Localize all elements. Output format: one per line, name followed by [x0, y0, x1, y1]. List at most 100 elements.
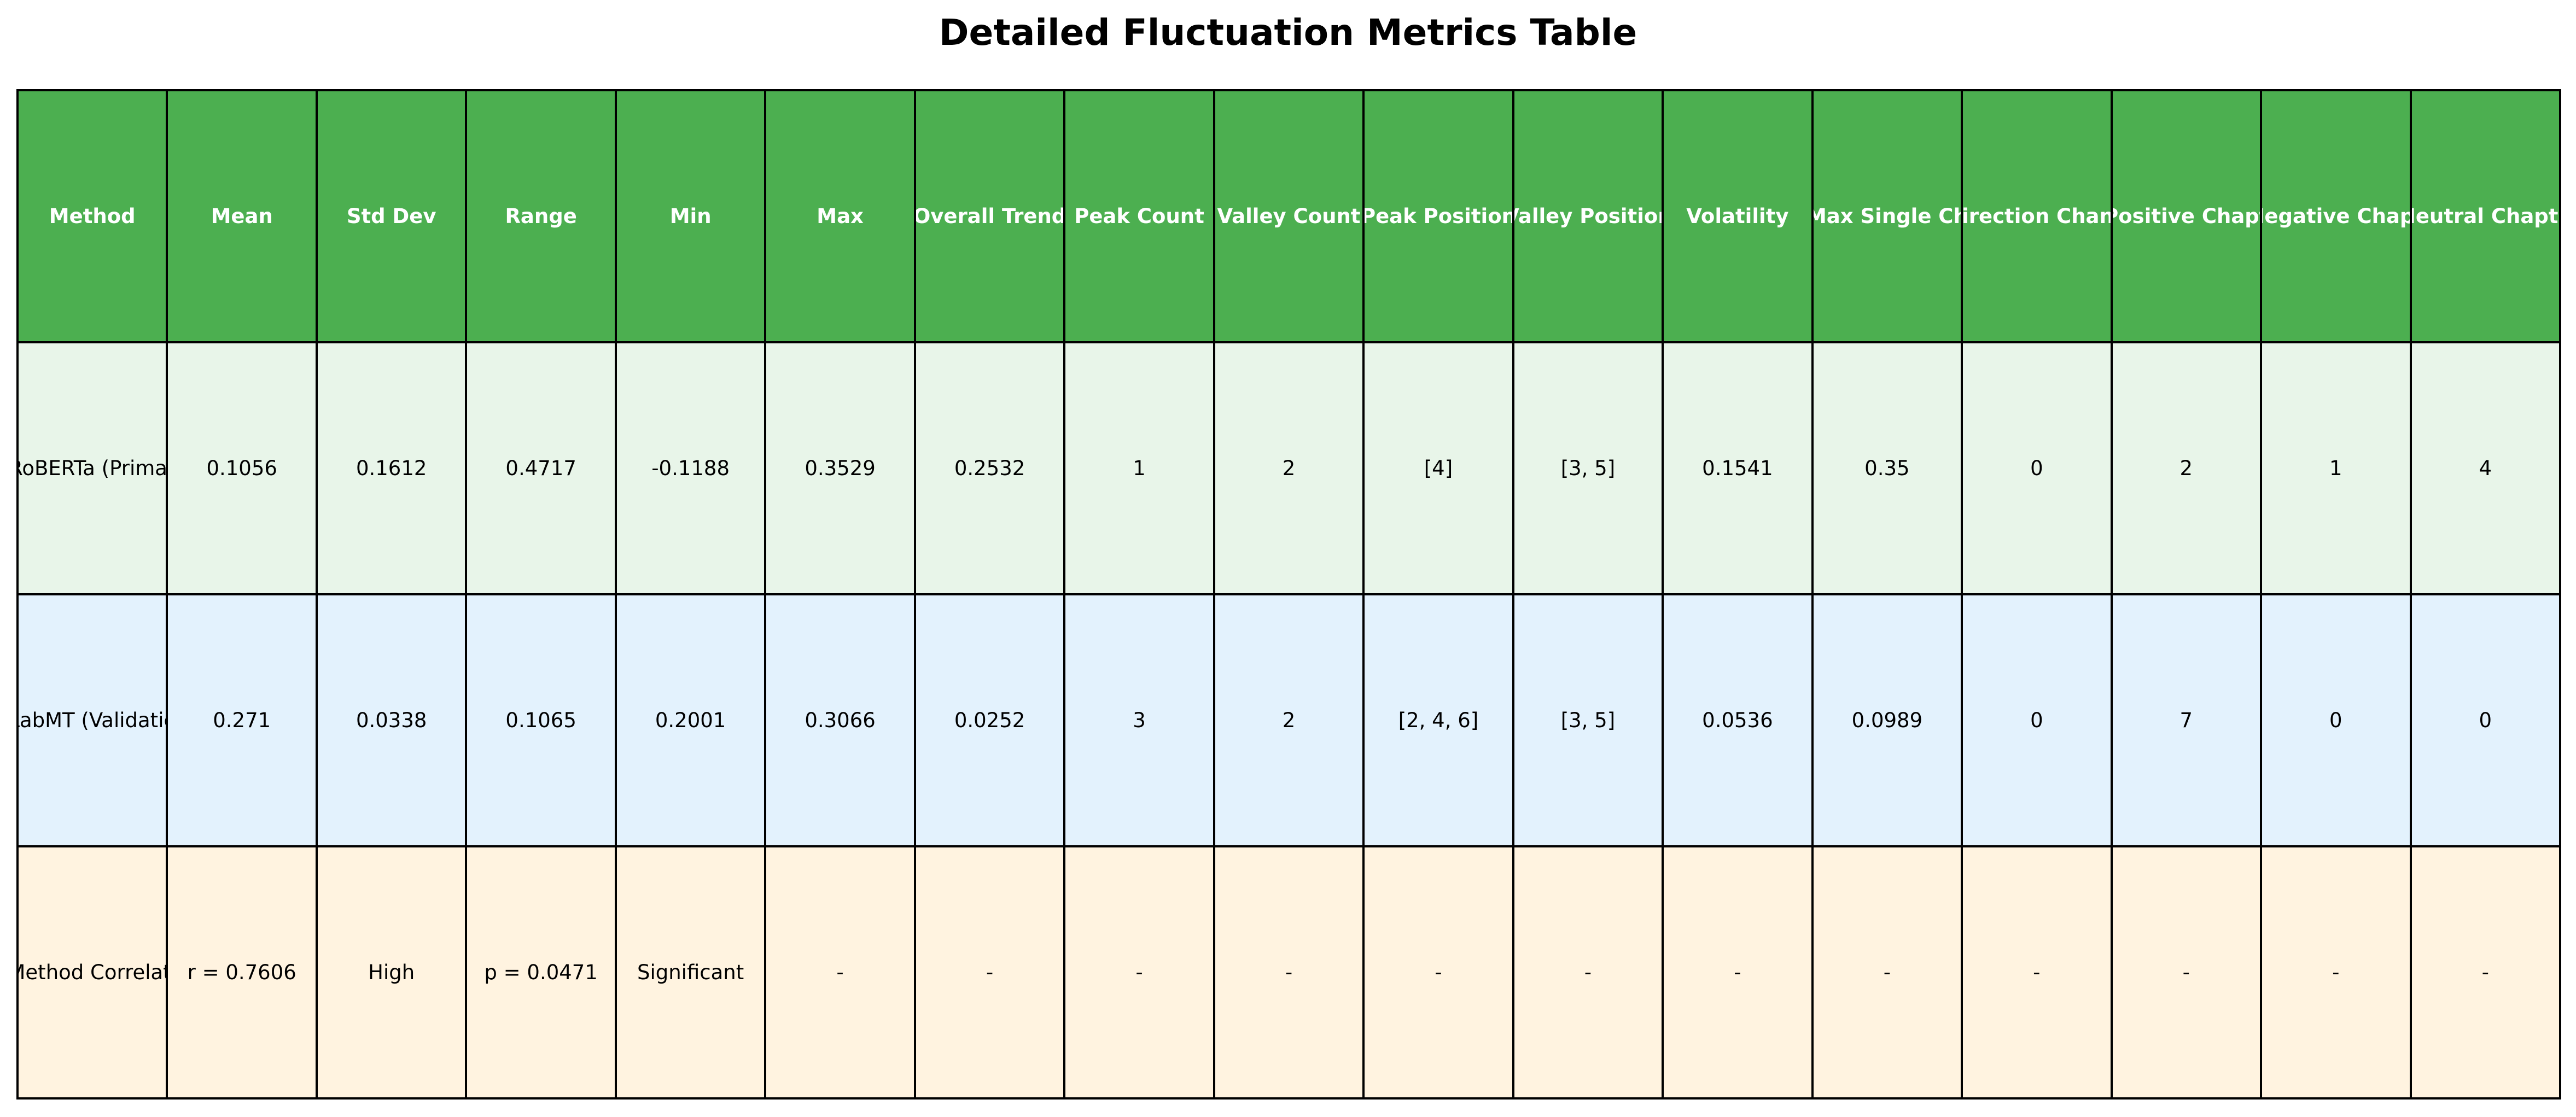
column-header-text: Positive Chapt	[2112, 204, 2263, 228]
column-header: Peak Count	[1065, 91, 1215, 343]
column-header: Valley Count	[1215, 91, 1365, 343]
table-cell-text: -0.1188	[651, 457, 730, 480]
column-header: Valley Position	[1514, 91, 1664, 343]
column-header: Overall Trend	[916, 91, 1066, 343]
table-cell: 0.35	[1813, 343, 1963, 595]
table-cell: 0.0338	[317, 595, 468, 847]
column-header-text: Peak Count	[1074, 204, 1204, 228]
row-label-text: LabMT (Validatio	[19, 709, 168, 732]
table-cell: -	[1514, 847, 1664, 1100]
table-cell: 2	[1215, 343, 1365, 595]
table-cell: -	[2112, 847, 2263, 1100]
column-header-text: Min	[669, 204, 712, 228]
table-cell-text: 0.0536	[1702, 709, 1773, 732]
table-cell: -	[2262, 847, 2412, 1100]
table-cell-text: -	[1285, 961, 1293, 984]
table-cell-text: 0	[2030, 457, 2043, 480]
column-header: Negative Chapt	[2262, 91, 2412, 343]
column-header: Peak Position	[1365, 91, 1514, 343]
table-cell: -	[916, 847, 1066, 1100]
table-cell-text: -	[986, 961, 994, 984]
column-header: Method	[19, 91, 168, 343]
table-cell: 0.1612	[317, 343, 468, 595]
table-cell: 0.0252	[916, 595, 1066, 847]
column-header: Direction Chang	[1963, 91, 2113, 343]
table-cell: -	[1065, 847, 1215, 1100]
table-cell: 1	[2262, 343, 2412, 595]
column-header-text: Overall Trend	[916, 204, 1066, 228]
table-cell: 0	[1963, 343, 2113, 595]
table-cell: -	[766, 847, 916, 1100]
table-cell-text: 0.0338	[355, 709, 427, 732]
table-cell-text: -	[836, 961, 844, 984]
table-cell-text: -	[2182, 961, 2190, 984]
table-cell-text: 1	[2329, 457, 2342, 480]
row-label: LabMT (Validatio	[19, 595, 168, 847]
table-cell: 0.0989	[1813, 595, 1963, 847]
column-header-text: Valley Position	[1514, 204, 1664, 228]
table-cell: 0.2001	[616, 595, 767, 847]
table-cell: 2	[1215, 595, 1365, 847]
column-header-text: Valley Count	[1217, 204, 1361, 228]
table-cell-text: 0.0252	[954, 709, 1025, 732]
table-cell: 0.1056	[168, 343, 318, 595]
column-header: Mean	[168, 91, 318, 343]
column-header: Positive Chapt	[2112, 91, 2263, 343]
table-title: Detailed Fluctuation Metrics Table	[939, 11, 1637, 54]
table-cell: -	[1664, 847, 1814, 1100]
table-cell: 0.0536	[1664, 595, 1814, 847]
table-cell-text: -	[2332, 961, 2340, 984]
column-header-text: Direction Chang	[1963, 204, 2113, 228]
column-header-text: Peak Position	[1365, 204, 1514, 228]
row-label-text: Method Correlati	[19, 961, 168, 984]
table-cell: 0	[2411, 595, 2561, 847]
table-cell-text: 0	[2030, 709, 2043, 732]
table-cell-text: 0.271	[213, 709, 271, 732]
table-cell: High	[317, 847, 468, 1100]
table-cell-text: [3, 5]	[1560, 457, 1616, 480]
column-header-text: Negative Chapt	[2262, 204, 2409, 228]
column-header: Range	[467, 91, 617, 343]
table-cell-text: 0.35	[1864, 457, 1910, 480]
column-header: Volatility	[1664, 91, 1814, 343]
table-cell-text: [4]	[1424, 457, 1453, 480]
row-label: Method Correlati	[19, 847, 168, 1100]
table-cell: 0	[1963, 595, 2113, 847]
table-cell-text: 7	[2179, 709, 2193, 732]
table-cell-text: 0.1065	[505, 709, 576, 732]
table-cell-text: 0	[2329, 709, 2342, 732]
column-header: Min	[616, 91, 767, 343]
column-header-text: Range	[505, 204, 577, 228]
table-cell-text: High	[368, 961, 415, 984]
table-cell-text: 0.4717	[505, 457, 576, 480]
table-cell-text: [2, 4, 6]	[1398, 709, 1479, 732]
table-cell: 0	[2262, 595, 2412, 847]
column-header: Max Single Ch	[1813, 91, 1963, 343]
table-cell: Significant	[616, 847, 767, 1100]
table-cell: 0.4717	[467, 343, 617, 595]
table-cell: [4]	[1365, 343, 1514, 595]
table-cell-text: p = 0.0471	[484, 961, 598, 984]
table-cell: 4	[2411, 343, 2561, 595]
column-header: Std Dev	[317, 91, 468, 343]
table-cell: 3	[1065, 595, 1215, 847]
row-label: RoBERTa (Primar	[19, 343, 168, 595]
table-cell-text: 0	[2479, 709, 2492, 732]
table-cell-text: 0.1056	[206, 457, 277, 480]
table-cell: -0.1188	[616, 343, 767, 595]
table-cell-text: -	[1734, 961, 1741, 984]
table-cell: r = 0.7606	[168, 847, 318, 1100]
metrics-table: Method Mean Std Dev Range Min Max Overall Tren…	[16, 89, 2561, 1100]
column-header-text: Max Single Ch	[1813, 204, 1963, 228]
table-cell-text: -	[1883, 961, 1891, 984]
table-cell: 1	[1065, 343, 1215, 595]
column-header-text: Method	[49, 204, 136, 228]
table-cell-text: 0.1541	[1702, 457, 1773, 480]
table-cell-text: 0.3529	[805, 457, 876, 480]
column-header: Max	[766, 91, 916, 343]
table-cell-text: -	[2033, 961, 2041, 984]
table-cell: 0.1065	[467, 595, 617, 847]
table-cell: -	[1963, 847, 2113, 1100]
